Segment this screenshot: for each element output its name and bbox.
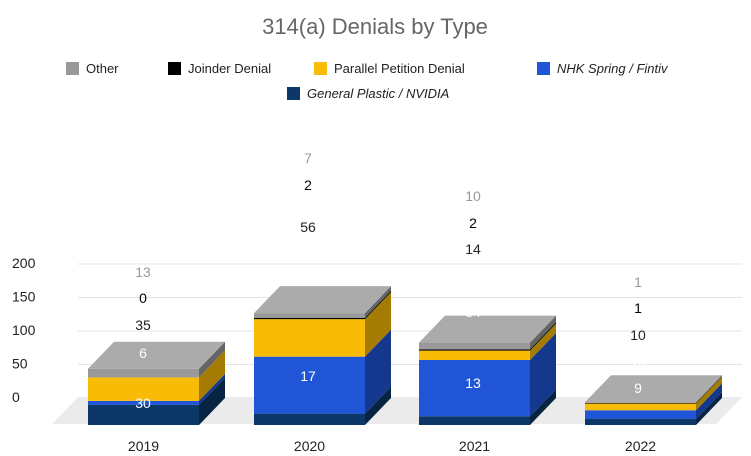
chart-title: 314(a) Denials by Type <box>262 14 488 39</box>
bar-segment-general_plastic-2019-side <box>199 377 225 425</box>
legend-swatch <box>537 62 550 75</box>
bar-segment-joinder-2022-side <box>696 375 722 404</box>
bar-segment-general_plastic-2021 <box>419 416 530 425</box>
bar-top-2019 <box>88 341 225 369</box>
bar-segment-parallel_petition-2020 <box>254 319 365 357</box>
data-label-general_plastic-2019: 30 <box>135 395 151 411</box>
data-label-other-2021: 10 <box>465 188 481 204</box>
data-label-parallel_petition-2019: 35 <box>135 317 151 333</box>
y-axis: 0 50 100 150 200 <box>12 255 36 405</box>
data-label-joinder-2022: 1 <box>634 300 642 316</box>
data-label-other-2020: 7 <box>304 150 312 166</box>
data-label-nhk_fintiv-2022: 13 <box>630 353 646 369</box>
bar-segment-other-2021-side <box>530 315 556 350</box>
bar-column-2021 <box>419 315 556 425</box>
bar-top-2021 <box>419 315 556 343</box>
bar-segment-general_plastic-2020 <box>254 413 365 425</box>
y-tick-label: 0 <box>12 389 20 405</box>
bar-segment-other-2022 <box>585 402 696 403</box>
bar-segment-nhk_fintiv-2021 <box>419 360 530 417</box>
bar-segment-other-2019 <box>88 368 199 378</box>
bar-segment-other-2020-side <box>365 286 391 318</box>
bar-segment-nhk_fintiv-2019 <box>88 400 199 405</box>
data-label-nhk_fintiv-2020: 85 <box>300 269 316 285</box>
bar-segment-general_plastic-2022 <box>585 418 696 425</box>
legend-swatch <box>314 62 327 75</box>
legend-label: Joinder Denial <box>188 61 271 76</box>
bar-segment-parallel_petition-2021 <box>419 350 530 361</box>
legend-swatch <box>287 87 300 100</box>
bar-segment-general_plastic-2021-side <box>530 389 556 425</box>
data-label-joinder-2019: 0 <box>139 290 147 306</box>
data-label-parallel_petition-2022: 10 <box>630 327 646 343</box>
y-tick-label: 50 <box>12 356 28 372</box>
x-tick-label-2021: 2021 <box>459 438 490 454</box>
x-tick-label-2019: 2019 <box>128 438 159 454</box>
bars <box>88 286 722 425</box>
x-axis: 2019 2020 2021 2022 <box>128 438 656 454</box>
legend-item-general-plastic-nvidia: General Plastic / NVIDIA <box>287 86 449 101</box>
data-label-parallel_petition-2021: 14 <box>465 241 481 257</box>
data-label-general_plastic-2022: 9 <box>634 380 642 396</box>
bar-segment-other-2022-side <box>696 375 722 403</box>
legend-swatch <box>66 62 79 75</box>
legend-item-nhk-spring-fintiv: NHK Spring / Fintiv <box>537 61 669 76</box>
x-tick-label-2020: 2020 <box>294 438 325 454</box>
data-label-nhk_fintiv-2019: 6 <box>139 345 147 361</box>
bar-segment-nhk_fintiv-2021-side <box>530 333 556 417</box>
data-label-other-2019: 13 <box>135 264 151 280</box>
x-tick-label-2022: 2022 <box>625 438 656 454</box>
legend-item-parallel-petition-denial: Parallel Petition Denial <box>314 61 465 76</box>
bar-segment-nhk_fintiv-2022 <box>585 410 696 419</box>
legend-label: Parallel Petition Denial <box>334 61 465 76</box>
data-label-nhk_fintiv-2021: 84 <box>465 304 481 320</box>
data-label-other-2022: 1 <box>634 274 642 290</box>
legend-item-other: Other <box>66 61 119 76</box>
data-label-joinder-2021: 2 <box>469 215 477 231</box>
bar-segment-joinder-2021-side <box>530 322 556 351</box>
data-label-parallel_petition-2020: 56 <box>300 219 316 235</box>
legend-label: Other <box>86 61 119 76</box>
legend-label: NHK Spring / Fintiv <box>557 61 669 76</box>
legend-label: General Plastic / NVIDIA <box>307 86 449 101</box>
bar-segment-parallel_petition-2019-side <box>199 350 225 401</box>
bar-column-2019 <box>88 341 225 425</box>
bar-segment-other-2019-side <box>199 341 225 378</box>
bar-segment-parallel_petition-2019 <box>88 377 199 401</box>
data-label-extra-2021: 13 <box>465 375 481 391</box>
bar-segment-parallel_petition-2022-side <box>696 376 722 411</box>
y-tick-label: 100 <box>12 322 36 338</box>
bar-top-2020 <box>254 286 391 314</box>
bar-segment-general_plastic-2019 <box>88 404 199 425</box>
data-label-extra-2020: 17 <box>300 368 316 384</box>
bar-segment-other-2020 <box>254 313 365 318</box>
bar-column-2022 <box>585 375 722 425</box>
bar-segment-joinder-2022 <box>585 402 696 404</box>
chart-floor <box>52 397 742 424</box>
legend-item-joinder-denial: Joinder Denial <box>168 61 271 76</box>
bar-segment-nhk_fintiv-2022-side <box>696 383 722 419</box>
y-tick-label: 200 <box>12 255 36 271</box>
legend-swatch <box>168 62 181 75</box>
bar-segment-other-2021 <box>419 342 530 350</box>
bar-top-2022 <box>585 375 722 403</box>
bar-segment-nhk_fintiv-2020-side <box>365 329 391 414</box>
floor-plane <box>52 397 742 424</box>
bar-segment-nhk_fintiv-2019-side <box>199 373 225 405</box>
bar-segment-general_plastic-2022-side <box>696 391 722 425</box>
bar-segment-parallel_petition-2022 <box>585 403 696 411</box>
legend: Other Joinder Denial Parallel Petition Den… <box>66 61 669 101</box>
data-label-joinder-2020: 2 <box>304 177 312 193</box>
bar-segment-general_plastic-2020-side <box>365 386 391 425</box>
bar-segment-joinder-2020-side <box>365 290 391 320</box>
bar-segment-parallel_petition-2020-side <box>365 292 391 357</box>
bar-column-2020 <box>254 286 391 425</box>
bar-segment-joinder-2020 <box>254 317 365 320</box>
bar-segment-parallel_petition-2021-side <box>530 323 556 361</box>
y-tick-label: 150 <box>12 289 36 305</box>
bar-segment-nhk_fintiv-2020 <box>254 356 365 414</box>
bar-segment-joinder-2021 <box>419 349 530 351</box>
